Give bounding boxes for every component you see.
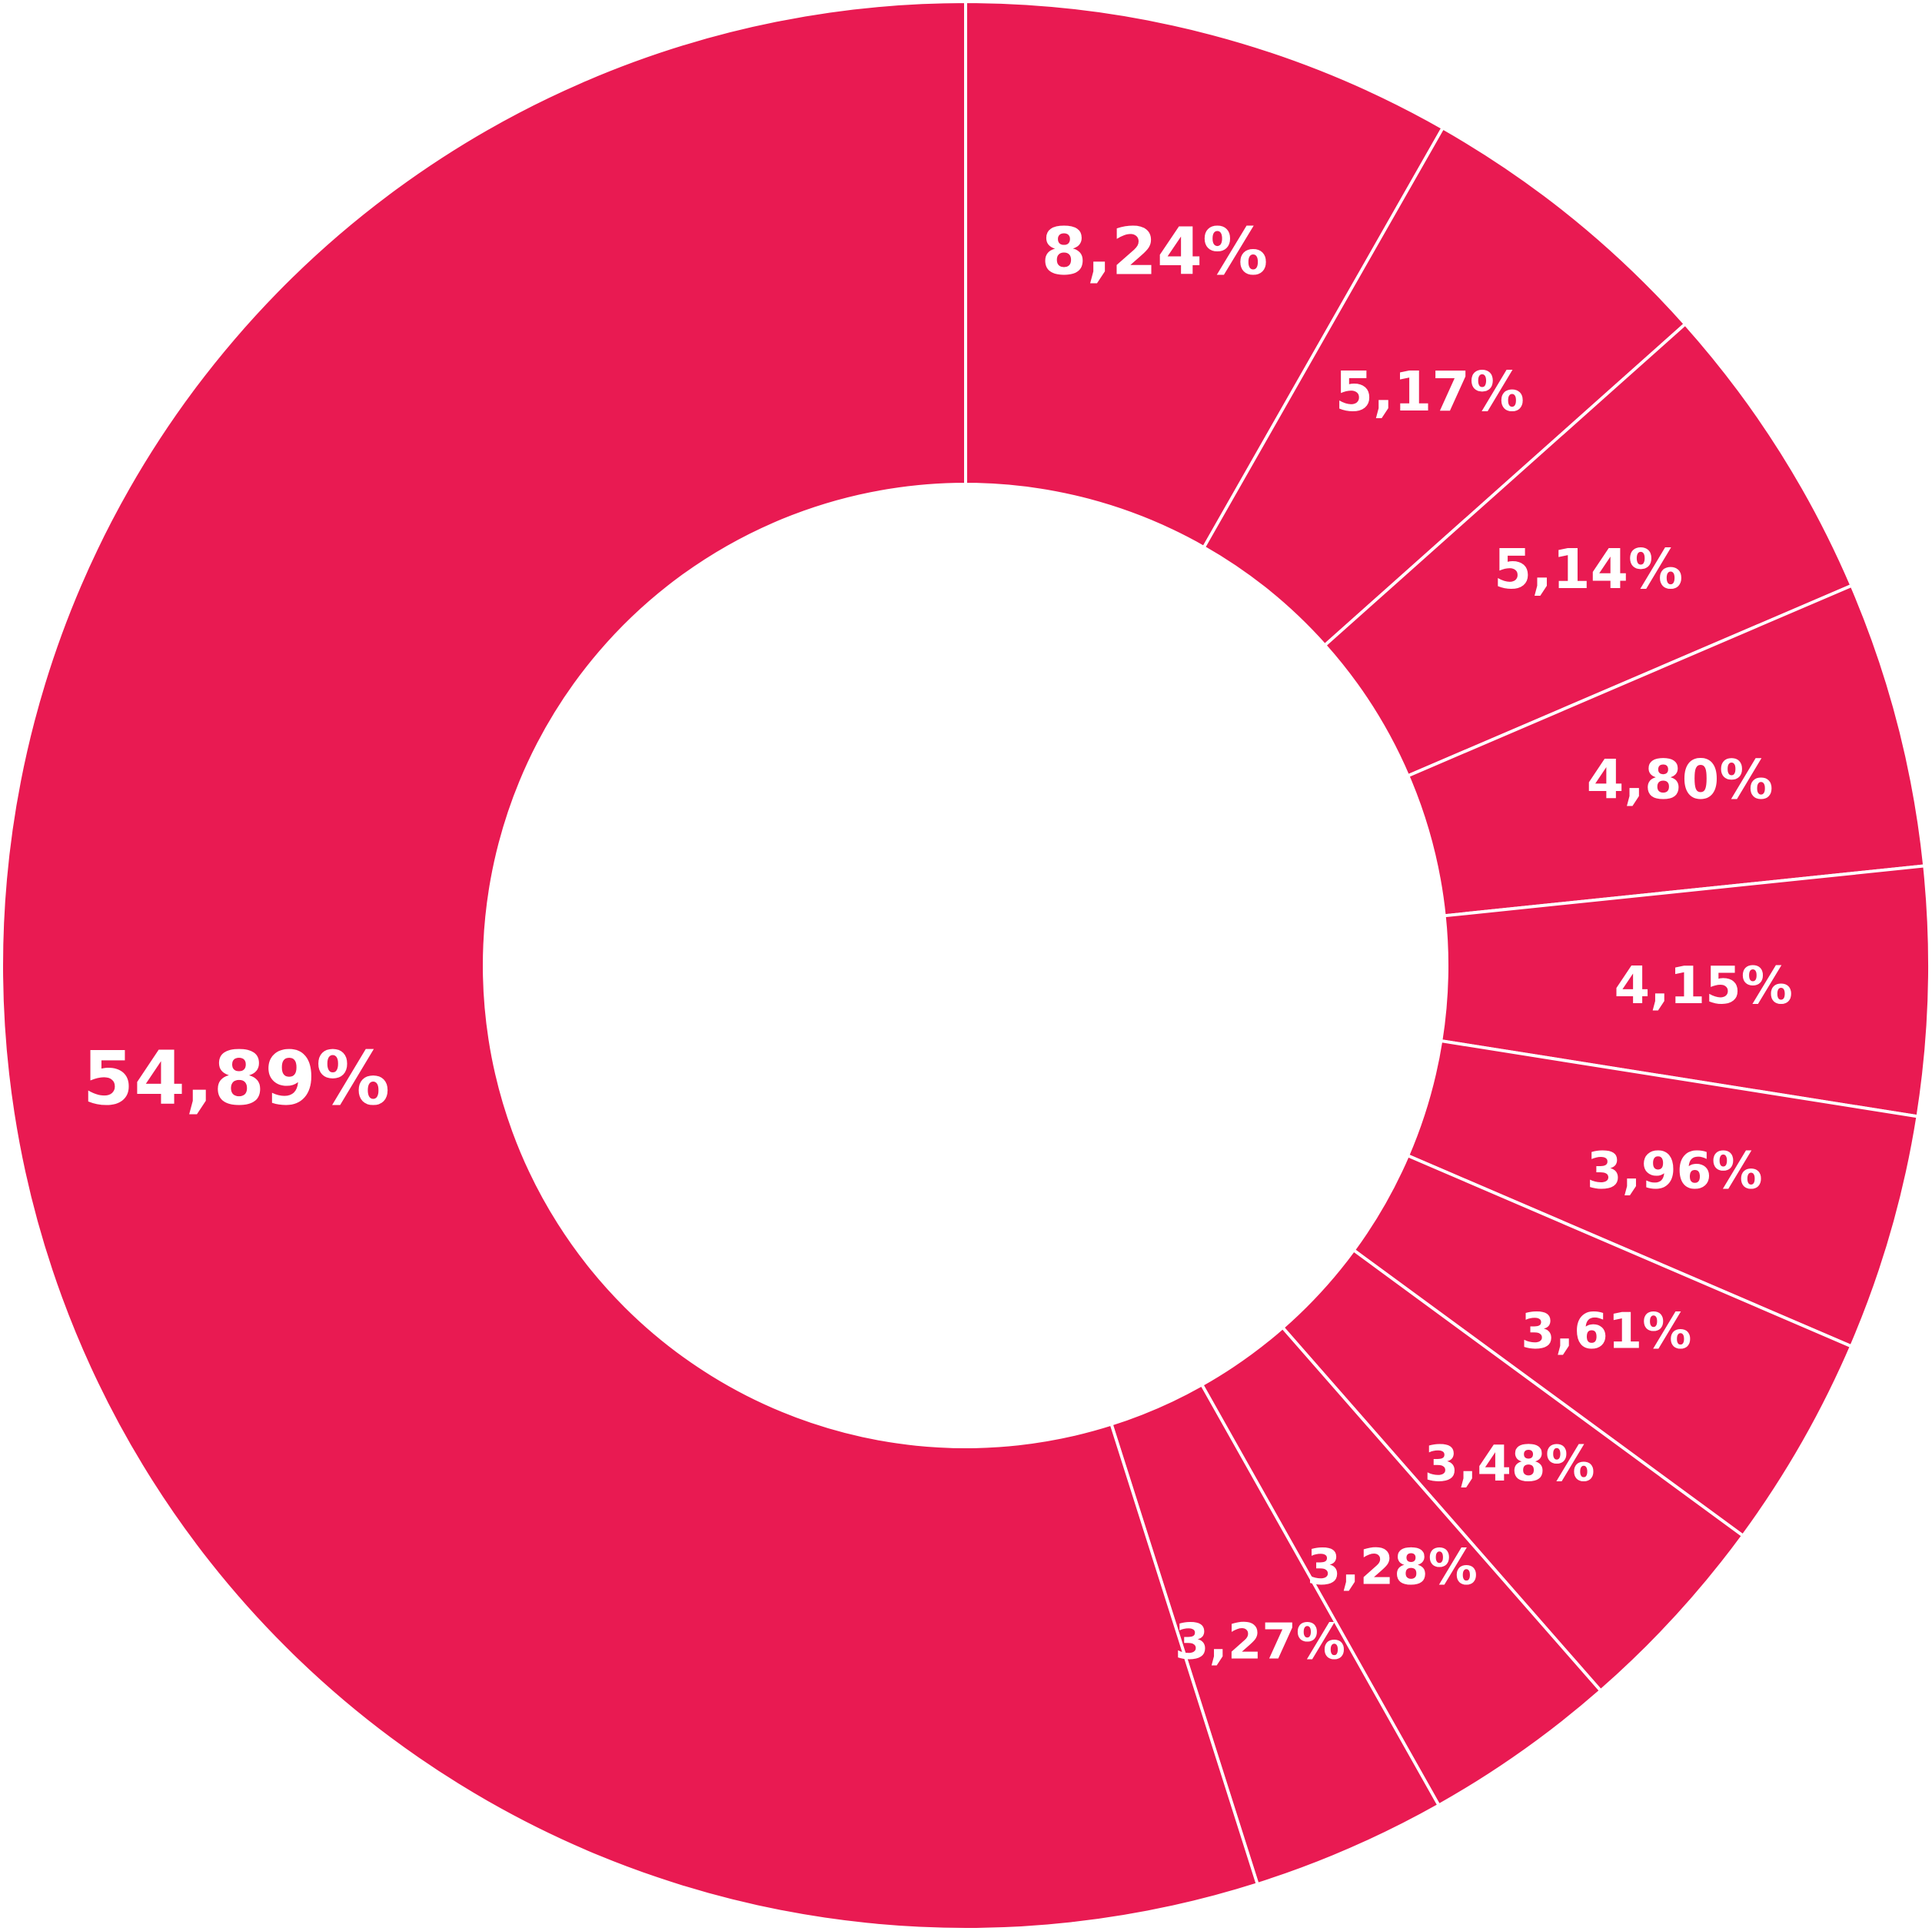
slice-value-label: 3,48% bbox=[1424, 1436, 1594, 1493]
slice-value-label: 3,28% bbox=[1307, 1540, 1478, 1597]
slice-value-label: 3,96% bbox=[1587, 1141, 1763, 1200]
donut-slice-1 bbox=[964, 0, 1445, 550]
slice-value-label: 8,24% bbox=[1041, 214, 1268, 291]
donut-slice-11 bbox=[0, 0, 1260, 1931]
slice-value-label: 3,27% bbox=[1175, 1614, 1345, 1670]
slice-value-label: 54,89% bbox=[82, 1035, 390, 1122]
labels-layer: 8,24% 5,17% 5,14% 4,80% 4,15% 3,96% 3,61% 3,48%… bbox=[82, 214, 1793, 1671]
slice-value-label: 5,17% bbox=[1335, 360, 1525, 424]
slice-value-label: 3,61% bbox=[1521, 1304, 1691, 1361]
slice-value-label: 4,15% bbox=[1614, 956, 1792, 1015]
slice-value-label: 5,14% bbox=[1494, 537, 1683, 601]
slice-value-label: 4,80% bbox=[1587, 749, 1774, 812]
